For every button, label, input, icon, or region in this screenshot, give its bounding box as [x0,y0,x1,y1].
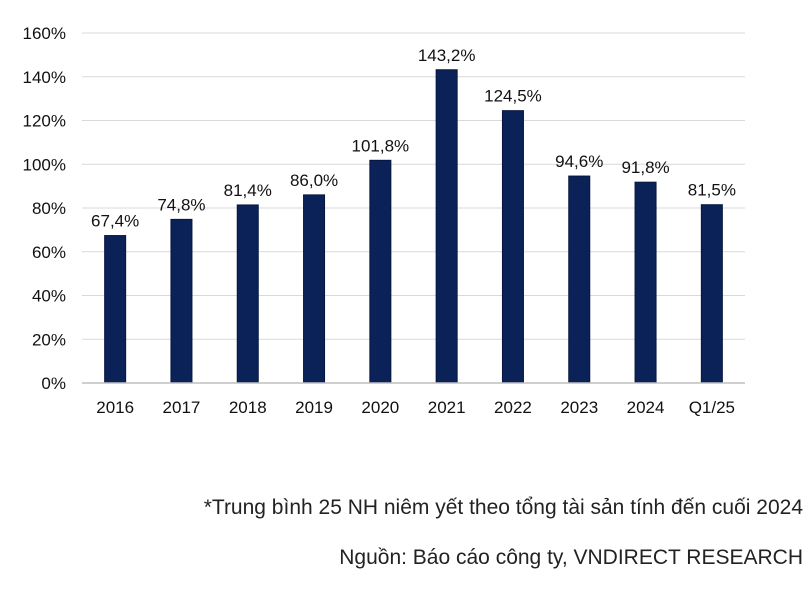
data-labels: 67,4% 74,8% 81,4% 86,0% 101,8% 143,2% 124,5% 94… [91,46,736,231]
x-tick-label: Q1/25 [689,398,735,417]
data-label: 86,0% [290,171,338,190]
x-tick-label: 2022 [494,398,532,417]
x-axis-ticks: 2016 2017 2018 2019 2020 2021 2022 2023 2024 Q1/2… [96,398,735,417]
x-tick-label: 2020 [361,398,399,417]
data-label: 143,2% [418,46,476,65]
x-tick-label: 2024 [627,398,665,417]
x-tick-label: 2019 [295,398,333,417]
y-tick-label: 20% [32,330,66,349]
x-tick-label: 2021 [428,398,466,417]
y-tick-label: 80% [32,199,66,218]
bar [104,235,127,384]
bar [435,69,458,384]
x-tick-label: 2018 [229,398,267,417]
y-tick-label: 0% [41,374,66,393]
bar [170,218,193,384]
y-tick-label: 140% [23,68,66,87]
bar [501,110,524,384]
data-label: 67,4% [91,212,139,231]
bar [236,204,259,384]
data-label: 81,5% [688,181,736,200]
data-label: 81,4% [224,181,272,200]
x-tick-label: 2017 [163,398,201,417]
bar [369,159,392,384]
bars [104,69,723,384]
y-tick-label: 160% [23,24,66,43]
y-tick-label: 100% [23,155,66,174]
source-note: Nguồn: Báo cáo công ty, VNDIRECT RESEARC… [339,546,803,569]
bar [700,204,723,384]
y-axis-ticks: 0% 20% 40% 60% 80% 100% 120% 140% 160% [23,24,66,393]
gridlines [82,32,745,340]
footnote: *Trung bình 25 NH niêm yết theo tổng tài… [203,496,803,519]
bar-chart: 0% 20% 40% 60% 80% 100% 120% 140% 160% 67,4% 74,8… [23,24,745,417]
bar [634,181,657,384]
bar [303,194,326,384]
data-label: 91,8% [621,158,669,177]
bar [568,175,591,384]
data-label: 124,5% [484,87,542,106]
y-tick-label: 60% [32,243,66,262]
data-label: 74,8% [157,195,205,214]
data-label: 94,6% [555,152,603,171]
x-tick-label: 2016 [96,398,134,417]
data-label: 101,8% [352,136,410,155]
y-tick-label: 40% [32,287,66,306]
x-tick-label: 2023 [560,398,598,417]
y-tick-label: 120% [23,112,66,131]
